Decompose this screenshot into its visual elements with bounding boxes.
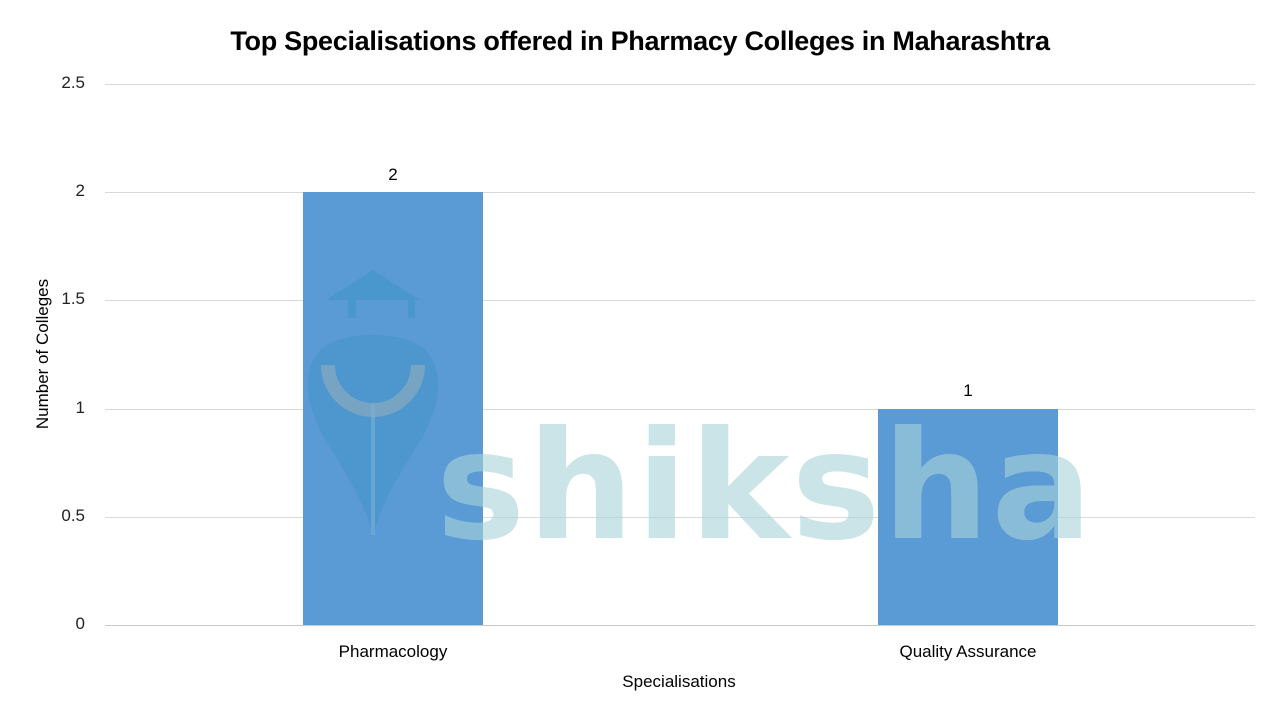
x-tick-quality-assurance: Quality Assurance [899, 642, 1037, 661]
y-tick: 0 [75, 614, 85, 633]
gridline-0.5 [105, 517, 1255, 518]
y-axis-label: Number of Colleges [33, 278, 52, 430]
gridline-2.5 [105, 84, 1255, 85]
y-tick: 1 [75, 398, 85, 417]
x-axis-label: Specialisations [622, 672, 736, 691]
data-label-quality-assurance: 1 [963, 381, 973, 400]
gridline-2 [105, 192, 1255, 193]
gridline-1 [105, 409, 1255, 410]
y-tick: 1.5 [61, 289, 85, 308]
chart-title: Top Specialisations offered in Pharmacy … [230, 26, 1050, 56]
bar-quality-assurance [878, 409, 1058, 625]
gridline-1.5 [105, 300, 1255, 301]
watermark-text: shiksha [436, 400, 1095, 574]
data-label-pharmacology: 2 [388, 165, 398, 184]
y-tick: 0.5 [61, 506, 85, 525]
y-tick: 2.5 [61, 73, 85, 92]
x-axis-line [105, 625, 1255, 626]
x-tick-pharmacology: Pharmacology [338, 642, 448, 661]
y-tick: 2 [75, 181, 85, 200]
